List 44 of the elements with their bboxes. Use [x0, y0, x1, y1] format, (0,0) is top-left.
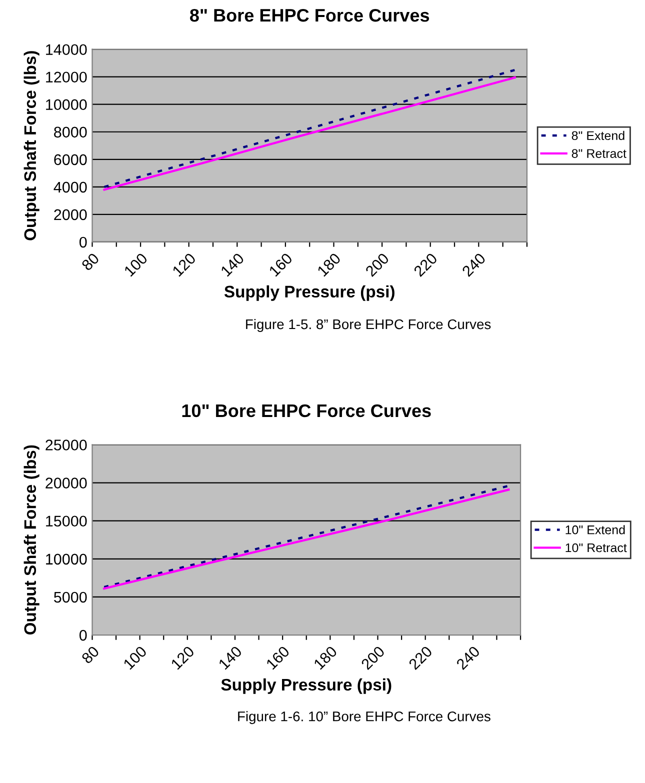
x-tick-label: 100: [122, 645, 148, 670]
y-tick-label: 14000: [46, 44, 87, 56]
y-tick-label: 0: [79, 630, 87, 641]
x-tick-label: 240: [456, 645, 480, 670]
x-tick-label: 180: [316, 252, 342, 277]
x-tick-label: 100: [124, 252, 148, 277]
y-tick-label: 4000: [54, 182, 87, 193]
y-tick-label: 15000: [46, 516, 87, 527]
y-tick-label: 25000: [46, 440, 87, 450]
y-tick-label: 8000: [54, 126, 87, 138]
legend-label: 10" Retract: [566, 543, 627, 552]
x-tick-label: 220: [413, 252, 438, 278]
legend-label: 10" Extend: [566, 525, 625, 534]
x-tick-label: 80: [80, 252, 100, 272]
x-tick-label: 120: [170, 645, 195, 670]
x-axis-title: Supply Pressure (psi): [221, 678, 392, 694]
y-tick-label: 6000: [54, 154, 87, 166]
legend-label: 8" Extend: [572, 130, 624, 140]
x-tick-label: 200: [364, 252, 390, 278]
x-tick-label: 200: [360, 645, 386, 670]
y-tick-label: 20000: [46, 478, 87, 488]
x-tick-label: 160: [268, 252, 293, 277]
y-tick-label: 5000: [54, 592, 87, 603]
x-tick-label: 140: [218, 645, 243, 670]
x-axis-title: Supply Pressure (psi): [224, 285, 394, 301]
y-axis-title: Output Shaft Force (lbs): [24, 51, 40, 240]
chart-title: 10" Bore EHPC Force Curves: [182, 404, 431, 418]
y-tick-label: 12000: [46, 72, 87, 83]
y-tick-label: 0: [79, 236, 87, 248]
legend-label: 8" Retract: [572, 149, 626, 158]
chart-title: 8" Bore EHPC Force Curves: [190, 8, 430, 22]
x-tick-label: 180: [313, 645, 338, 670]
x-tick-label: 160: [266, 645, 290, 670]
x-tick-label: 240: [461, 252, 486, 278]
caption: Figure 1-6. 10” Bore EHPC Force Curves: [238, 711, 490, 724]
caption: Figure 1-5. 8” Bore EHPC Force Curves: [246, 318, 491, 332]
x-tick-label: 220: [408, 645, 433, 670]
y-tick-label: 2000: [54, 209, 87, 220]
x-tick-label: 140: [220, 252, 245, 277]
y-axis-title: Output Shaft Force (lbs): [24, 445, 40, 635]
y-tick-label: 10000: [46, 99, 87, 110]
x-tick-label: 80: [80, 645, 100, 664]
x-tick-label: 120: [172, 252, 196, 277]
y-tick-label: 10000: [46, 554, 87, 565]
